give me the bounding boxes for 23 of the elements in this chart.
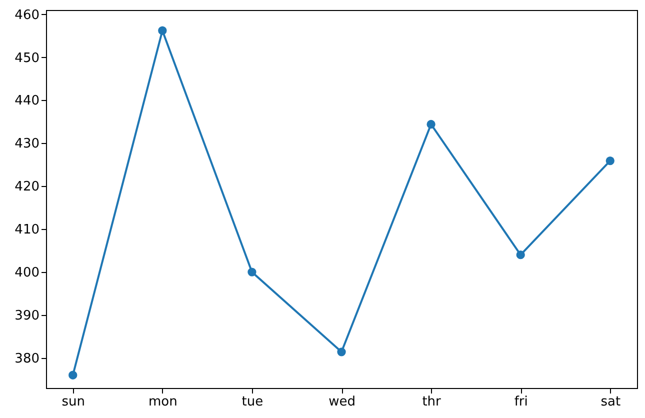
y-tick-label: 400: [14, 266, 40, 281]
x-tick-label: fri: [514, 394, 528, 410]
x-tick-label: sun: [62, 394, 85, 410]
y-tick-label: 440: [14, 94, 40, 109]
y-tick-label: 420: [14, 180, 40, 195]
y-tick-label: 410: [14, 222, 40, 238]
y-tick-label: 450: [14, 50, 40, 66]
y-tick-label: 390: [14, 308, 40, 324]
y-tick-label: 380: [14, 351, 40, 366]
x-tick-label: tue: [242, 394, 264, 410]
point: [158, 26, 167, 35]
y-tick-label: 460: [14, 8, 40, 23]
point: [337, 348, 346, 356]
point: [68, 370, 78, 380]
y-tick-label: 430: [14, 136, 40, 152]
x-tick-label: thr: [422, 394, 442, 410]
x-tick-label: sat: [600, 394, 621, 410]
point: [606, 156, 614, 166]
point: [516, 250, 525, 260]
x-tick-label: mon: [148, 394, 178, 410]
point: [248, 268, 256, 276]
x-tick-label: wed: [328, 394, 356, 410]
point: [426, 120, 436, 129]
